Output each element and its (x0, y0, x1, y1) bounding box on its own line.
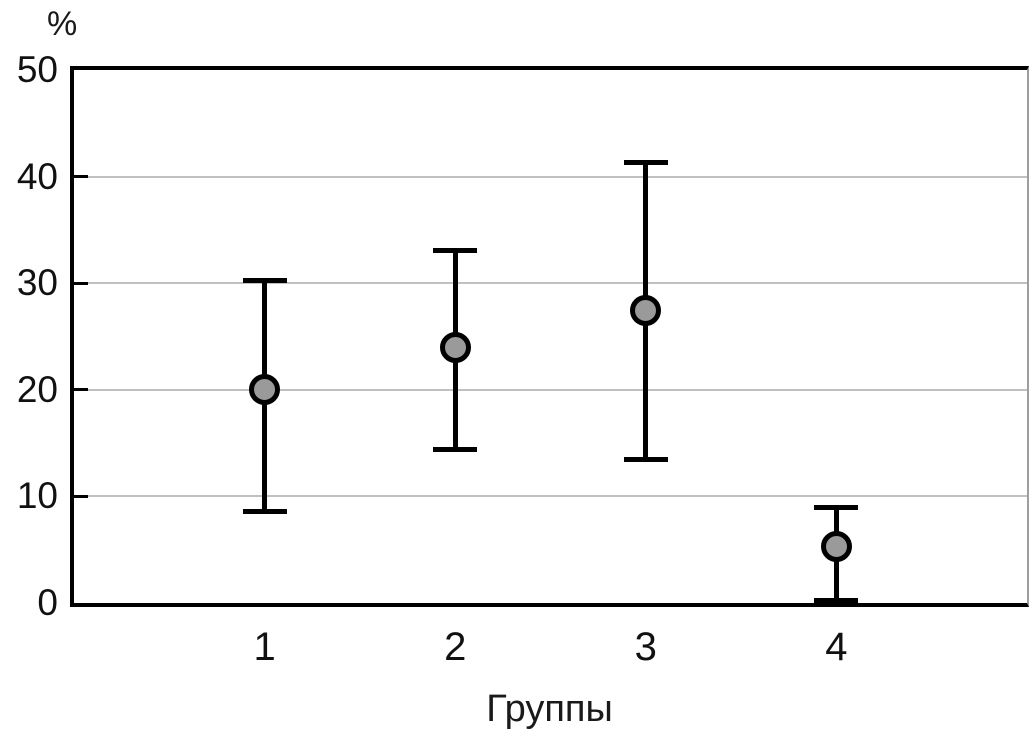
gridline (74, 175, 1027, 178)
gridline (74, 388, 1027, 391)
x-axis-tick-label: 2 (444, 625, 467, 669)
error-bar-cap-bottom (623, 456, 668, 462)
y-axis-tick (74, 388, 88, 392)
y-axis-unit-label: % (47, 5, 78, 43)
y-axis-tick-label: 30 (16, 262, 58, 304)
x-axis-tick-label: 4 (825, 625, 848, 669)
data-point (439, 331, 471, 363)
plot-area (70, 66, 1029, 607)
error-bar-cap-bottom (242, 508, 287, 514)
data-point (630, 295, 662, 327)
y-axis-tick (74, 281, 88, 285)
error-bar-cap-bottom (433, 446, 478, 452)
x-axis-title: Группы (486, 688, 613, 730)
error-bar-cap-top (242, 277, 287, 283)
x-axis-tick-label: 3 (634, 625, 657, 669)
data-point (820, 531, 852, 562)
data-point (249, 374, 281, 406)
error-bar-cap-bottom (814, 598, 859, 604)
error-bar-cap-top (814, 504, 859, 510)
x-axis-tick-label: 1 (253, 625, 276, 669)
gridline (74, 495, 1027, 498)
y-axis-tick (74, 175, 88, 179)
y-axis-tick-label: 40 (16, 155, 58, 197)
y-axis-tick-label: 0 (37, 582, 58, 623)
y-axis-tick (74, 494, 88, 498)
y-axis-tick-label: 50 (16, 49, 58, 90)
y-axis-tick-label: 20 (16, 368, 58, 410)
gridline (74, 282, 1027, 285)
error-bar-cap-top (433, 247, 478, 253)
y-axis-tick-label: 10 (16, 475, 58, 517)
error-bar-cap-top (623, 160, 668, 166)
